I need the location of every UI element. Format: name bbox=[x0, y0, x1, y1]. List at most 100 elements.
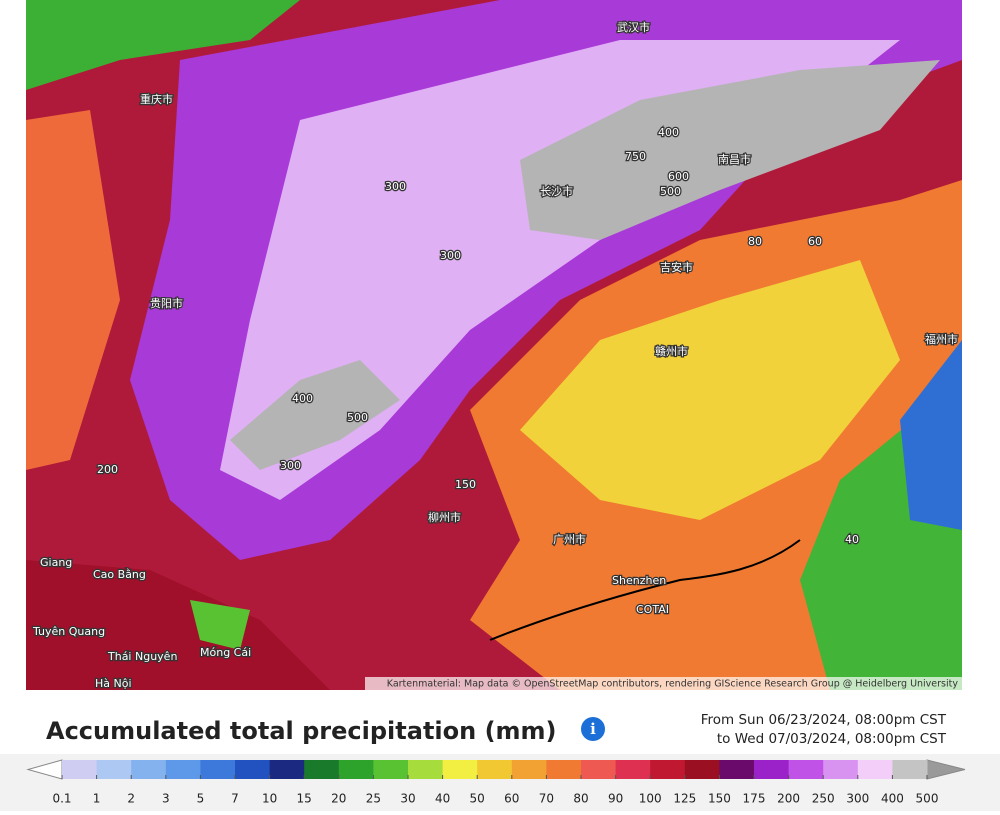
colorbar-segment bbox=[650, 760, 686, 779]
map-label: 40 bbox=[845, 533, 859, 546]
map-labels: 750 600 500 400 300 300 500 400 300 200 150 40 60 80 S… bbox=[31, 19, 960, 692]
colorbar-label: 70 bbox=[539, 792, 554, 806]
colorbar-segment bbox=[857, 760, 893, 779]
attribution-bg bbox=[365, 677, 962, 690]
colorbar-label: 60 bbox=[504, 792, 519, 806]
colorbar-label: 3 bbox=[162, 792, 170, 806]
colorbar-label: 50 bbox=[470, 792, 485, 806]
colorbar-segment bbox=[442, 760, 478, 779]
map-label: 750 bbox=[625, 150, 646, 163]
map-label: 300 bbox=[440, 249, 461, 262]
colorbar-label: 20 bbox=[331, 792, 346, 806]
colorbar-label: 25 bbox=[366, 792, 381, 806]
colorbar-label: 175 bbox=[743, 792, 766, 806]
attribution: Kartenmaterial: Map data © OpenStreetMap… bbox=[387, 679, 959, 690]
colorbar-segment bbox=[546, 760, 582, 779]
colorbar-segment bbox=[788, 760, 824, 779]
colorbar-segment bbox=[684, 760, 720, 779]
colorbar-label: 90 bbox=[608, 792, 623, 806]
colorbar-label: 80 bbox=[573, 792, 588, 806]
colorbar-label: 5 bbox=[197, 792, 205, 806]
map-label: 400 bbox=[658, 126, 679, 139]
colorbar-label: 150 bbox=[708, 792, 731, 806]
colorbar-label: 250 bbox=[812, 792, 835, 806]
svg-text:i: i bbox=[590, 720, 596, 738]
map: Kartenmaterial: Map data © OpenStreetMap… bbox=[26, 0, 962, 690]
colorbar-segment bbox=[131, 760, 167, 779]
colorbar-label: 500 bbox=[916, 792, 939, 806]
map-label: 60 bbox=[808, 235, 822, 248]
info-icon[interactable]: i bbox=[581, 717, 605, 741]
rain-area bbox=[520, 60, 940, 240]
colorbar-segment bbox=[269, 760, 305, 779]
map-label: COTAI bbox=[636, 603, 669, 616]
colorbar-segment bbox=[581, 760, 617, 779]
colorbar-label: 40 bbox=[435, 792, 450, 806]
rain-area bbox=[520, 260, 900, 520]
map-label: Cao Bằng bbox=[93, 568, 146, 581]
date-to: to Wed 07/03/2024, 08:00pm CST bbox=[717, 731, 947, 747]
map-label: 广州市 bbox=[553, 532, 586, 546]
map-label: Móng Cái bbox=[200, 646, 251, 659]
colorbar-label: 30 bbox=[400, 792, 415, 806]
map-label: 400 bbox=[292, 392, 313, 405]
legend-title: Accumulated total precipitation (mm) bbox=[46, 717, 557, 745]
map-label: 600 bbox=[668, 170, 689, 183]
map-label: 柳州市 bbox=[428, 510, 461, 524]
colorbar-segment bbox=[477, 760, 513, 779]
map-label: Giang bbox=[40, 556, 72, 569]
colorbar-label: 400 bbox=[881, 792, 904, 806]
colorbar-label: 0.1 bbox=[52, 792, 71, 806]
map-label: 200 bbox=[97, 463, 118, 476]
colorbar-segment bbox=[511, 760, 547, 779]
map-label: Thái Nguyên bbox=[107, 650, 177, 663]
colorbar-segment bbox=[615, 760, 651, 779]
colorbar-segment bbox=[235, 760, 271, 779]
map-label: 150 bbox=[455, 478, 476, 491]
map-label: 贵阳市 bbox=[150, 296, 183, 310]
map-label: 300 bbox=[385, 180, 406, 193]
map-label: Shenzhen bbox=[612, 574, 666, 587]
colorbar-segment bbox=[373, 760, 409, 779]
colorbar-label: 10 bbox=[262, 792, 277, 806]
map-label: 80 bbox=[748, 235, 762, 248]
colorbar-segment bbox=[96, 760, 132, 779]
colorbar: 0.1 1 2 3 5 7 10 15 20 25 30 40 50 60 70 80 90 100 125 150 1… bbox=[26, 759, 966, 806]
rain-area bbox=[190, 600, 250, 650]
map-label: 武汉市 bbox=[617, 20, 650, 34]
colorbar-segment bbox=[304, 760, 340, 779]
map-label: 长沙市 bbox=[540, 184, 573, 198]
coastline bbox=[489, 539, 801, 641]
map-label: Hà Nội bbox=[95, 677, 132, 690]
colorbar-segment bbox=[719, 760, 755, 779]
map-label: 500 bbox=[660, 185, 681, 198]
rain-area bbox=[26, 0, 300, 90]
map-label: 重庆市 bbox=[140, 92, 173, 106]
colorbar-segment bbox=[338, 760, 374, 779]
map-label: 吉安市 bbox=[660, 260, 693, 274]
colorbar-label: 1 bbox=[93, 792, 101, 806]
colorbar-segment bbox=[408, 760, 444, 779]
map-label: 500 bbox=[347, 411, 368, 424]
map-label: 福州市 bbox=[925, 332, 958, 346]
colorbar-label: 100 bbox=[639, 792, 662, 806]
map-label: Tuyên Quang bbox=[32, 625, 105, 638]
colorbar-segment bbox=[892, 760, 928, 779]
rain-area bbox=[26, 110, 120, 470]
colorbar-segment bbox=[823, 760, 859, 779]
colorbar-label: 2 bbox=[127, 792, 135, 806]
rain-area bbox=[900, 340, 962, 530]
colorbar-label: 125 bbox=[673, 792, 696, 806]
map-label: 赣州市 bbox=[655, 344, 688, 358]
rain-area bbox=[26, 560, 330, 690]
colorbar-segment bbox=[200, 760, 236, 779]
colorbar-label: 7 bbox=[231, 792, 239, 806]
colorbar-label: 200 bbox=[777, 792, 800, 806]
map-label: 南昌市 bbox=[718, 152, 751, 166]
rain-area bbox=[230, 360, 400, 470]
map-label: 300 bbox=[280, 459, 301, 472]
date-from: From Sun 06/23/2024, 08:00pm CST bbox=[701, 712, 947, 728]
colorbar-label: 15 bbox=[297, 792, 312, 806]
colorbar-segment bbox=[62, 760, 98, 779]
